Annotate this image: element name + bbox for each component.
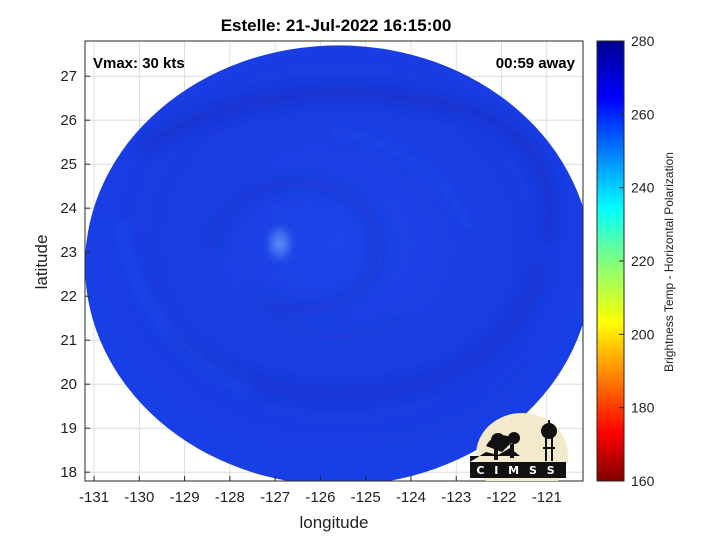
y-tick-label: 26 <box>60 112 77 129</box>
water-tower-icon <box>541 420 557 461</box>
colorbar-tick-label: 180 <box>631 400 655 416</box>
x-tick-label: -127 <box>260 489 290 506</box>
x-tick-label: -124 <box>396 489 426 506</box>
vmax-annotation: Vmax: 30 kts <box>93 55 185 72</box>
cimss-logo: C I M S S <box>470 413 568 481</box>
y-tick-label: 20 <box>60 376 77 393</box>
radar-dish-icon <box>486 432 520 460</box>
colorbar-tick-label: 160 <box>631 473 655 489</box>
y-tick-label: 24 <box>60 200 77 217</box>
y-axis-ticks: 18 19 20 21 22 23 24 25 26 27 <box>60 68 90 481</box>
x-tick-label: -128 <box>215 489 245 506</box>
colorbar-tick-label: 200 <box>631 326 655 342</box>
x-tick-label: -126 <box>305 489 335 506</box>
x-axis-label: longitude <box>299 513 368 532</box>
y-tick-label: 18 <box>60 464 77 481</box>
x-axis-ticks: -131 -130 -129 -128 -127 -126 -125 -124 -123 -122… <box>79 476 562 506</box>
plot-title: Estelle: 21-Jul-2022 16:15:00 <box>221 16 452 35</box>
colorbar-ticks: 160 180 200 220 240 260 280 <box>619 33 655 489</box>
swath-layer <box>85 45 583 481</box>
x-tick-label: -125 <box>351 489 381 506</box>
y-tick-label: 19 <box>60 420 77 437</box>
x-tick-label: -129 <box>170 489 200 506</box>
x-tick-label: -130 <box>124 489 154 506</box>
y-tick-label: 23 <box>60 244 77 261</box>
time-away-annotation: 00:59 away <box>496 55 576 72</box>
x-tick-label: -131 <box>79 489 109 506</box>
colorbar-tick-label: 280 <box>631 33 655 49</box>
swath-spiral-bands <box>113 85 558 446</box>
y-tick-label: 25 <box>60 156 77 173</box>
storm-eye-warm-spot <box>263 221 296 266</box>
plot-frame <box>84 40 584 482</box>
x-tick-label: -122 <box>486 489 516 506</box>
x-tick-label: -121 <box>532 489 562 506</box>
y-tick-label: 22 <box>60 288 77 305</box>
colorbar: 160 180 200 220 240 260 280 Brightness Temp - … <box>596 33 676 489</box>
x-tick-label: -123 <box>441 489 471 506</box>
y-tick-label: 27 <box>60 68 77 85</box>
y-axis-label: latitude <box>32 235 51 290</box>
colorbar-tick-label: 220 <box>631 253 655 269</box>
colorbar-tick-label: 260 <box>631 106 655 122</box>
y-tick-label: 21 <box>60 332 77 349</box>
colorbar-label: Brightness Temp - Horizontal Polarizatio… <box>662 152 676 372</box>
colorbar-tick-label: 240 <box>631 180 655 196</box>
map-plot-area: -131 -130 -129 -128 -127 -126 -125 -124 -123 -122… <box>60 40 584 506</box>
cimss-logo-text: C I M S S <box>476 464 557 477</box>
